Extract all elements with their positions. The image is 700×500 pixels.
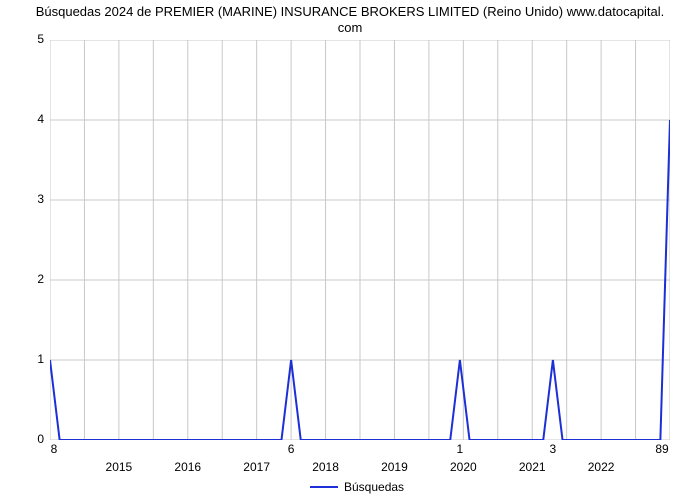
y-tick-label: 1 bbox=[20, 352, 44, 366]
spike-count-label: 1 bbox=[446, 442, 474, 456]
y-tick-label: 5 bbox=[20, 32, 44, 46]
y-tick-label: 2 bbox=[20, 272, 44, 286]
x-tick-label: 2022 bbox=[576, 460, 626, 474]
y-tick-label: 3 bbox=[20, 192, 44, 206]
spike-count-label: 6 bbox=[277, 442, 305, 456]
x-tick-label: 2021 bbox=[507, 460, 557, 474]
legend: Búsquedas bbox=[310, 480, 404, 494]
y-tick-label: 4 bbox=[20, 112, 44, 126]
x-tick-label: 2016 bbox=[163, 460, 213, 474]
legend-swatch bbox=[310, 486, 338, 488]
spike-count-label: 8 bbox=[40, 442, 68, 456]
legend-label: Búsquedas bbox=[344, 480, 404, 494]
chart-plot bbox=[50, 40, 670, 440]
x-tick-label: 2015 bbox=[94, 460, 144, 474]
x-tick-label: 2020 bbox=[438, 460, 488, 474]
x-tick-label: 2018 bbox=[301, 460, 351, 474]
spike-count-label: 3 bbox=[539, 442, 567, 456]
x-tick-label: 2019 bbox=[369, 460, 419, 474]
spike-count-label: 89 bbox=[648, 442, 676, 456]
x-tick-label: 2017 bbox=[232, 460, 282, 474]
chart-title: Búsquedas 2024 de PREMIER (MARINE) INSUR… bbox=[0, 4, 700, 37]
